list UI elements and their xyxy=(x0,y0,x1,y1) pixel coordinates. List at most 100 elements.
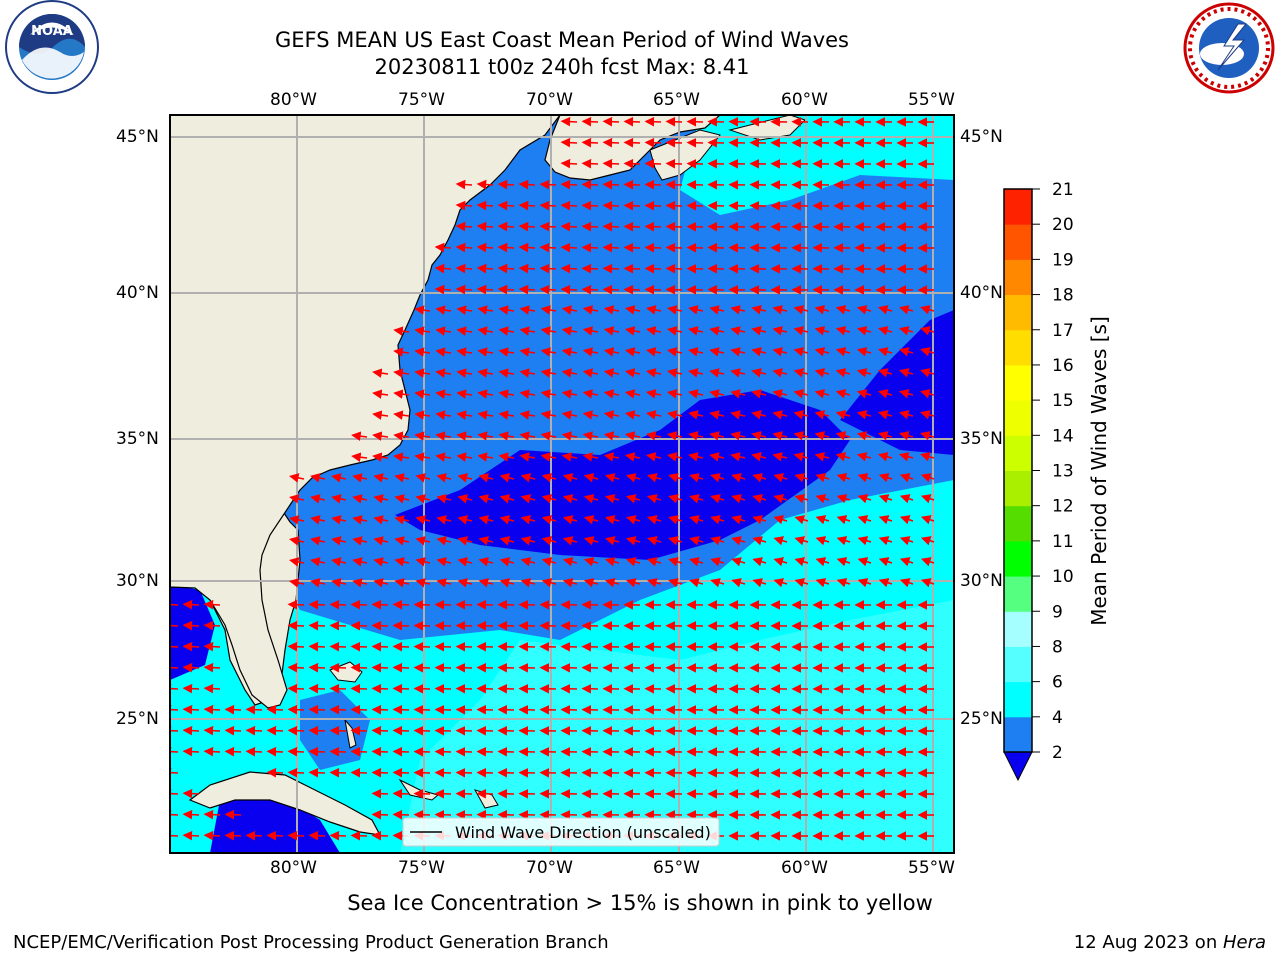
wave-direction-arrow xyxy=(898,305,914,315)
wave-direction-arrow xyxy=(602,284,620,295)
wave-direction-arrow xyxy=(182,599,200,610)
wave-direction-arrow xyxy=(413,809,431,820)
wave-direction-arrow xyxy=(752,536,767,546)
wave-direction-arrow xyxy=(372,368,389,378)
wave-direction-arrow xyxy=(647,473,662,483)
wave-direction-arrow xyxy=(644,242,662,253)
wave-direction-arrow xyxy=(435,326,452,336)
wave-direction-arrow xyxy=(688,326,704,336)
wave-direction-arrow xyxy=(647,557,662,567)
wave-direction-arrow xyxy=(602,116,620,127)
colorbar-segment xyxy=(1004,576,1032,612)
wave-direction-arrow xyxy=(287,662,305,673)
wave-direction-arrow xyxy=(857,557,872,567)
wave-direction-arrow xyxy=(497,599,515,610)
wave-direction-arrow xyxy=(730,389,746,399)
wave-direction-arrow xyxy=(394,473,410,483)
wave-direction-arrow xyxy=(413,704,431,715)
wave-direction-arrow xyxy=(815,557,830,567)
wave-direction-arrow xyxy=(371,746,389,757)
wave-direction-arrow xyxy=(751,452,767,462)
wave-direction-arrow xyxy=(920,347,935,357)
colorbar-segment xyxy=(1004,470,1032,507)
wave-direction-arrow xyxy=(581,263,599,274)
wave-direction-arrow xyxy=(646,305,662,315)
wave-direction-arrow xyxy=(331,515,347,525)
wave-direction-arrow xyxy=(455,725,473,736)
wave-direction-arrow xyxy=(310,578,326,588)
wave-direction-arrow xyxy=(477,347,494,357)
wave-direction-arrow xyxy=(899,473,914,483)
wave-direction-arrow xyxy=(434,641,452,652)
wave-direction-arrow xyxy=(644,116,662,127)
wave-direction-arrow xyxy=(436,494,452,504)
lon-label-bottom-70w: 70°W xyxy=(526,858,573,878)
wave-direction-arrow xyxy=(561,389,578,399)
wave-direction-arrow xyxy=(224,725,242,736)
wave-direction-arrow xyxy=(624,368,641,378)
wave-direction-arrow xyxy=(561,347,578,357)
wave-direction-arrow xyxy=(688,347,704,357)
wave-direction-arrow xyxy=(308,662,326,673)
wave-direction-arrow xyxy=(665,116,683,127)
wave-direction-arrow xyxy=(686,179,704,190)
wave-direction-arrow xyxy=(583,473,599,483)
wave-direction-arrow xyxy=(707,221,725,232)
wave-direction-arrow xyxy=(835,452,851,462)
branch-credit: NCEP/EMC/Verification Post Processing Pr… xyxy=(13,932,609,953)
wave-direction-arrow xyxy=(499,557,515,567)
wave-direction-arrow xyxy=(414,326,431,336)
wave-direction-arrow xyxy=(582,305,599,315)
colorbar-tick-label: 12 xyxy=(1052,497,1074,517)
wave-direction-arrow xyxy=(413,725,431,736)
wave-direction-arrow xyxy=(541,578,557,588)
wave-direction-arrow xyxy=(561,410,578,420)
wave-direction-arrow xyxy=(413,767,431,778)
colorbar: 2 4 6 8 9 10 11 12 13 14 15 16 17 18 19 20 21 Mean Perio… xyxy=(1003,180,1111,782)
wave-direction-arrow xyxy=(751,305,767,315)
wave-direction-arrow xyxy=(772,452,788,462)
wave-direction-arrow xyxy=(603,347,620,357)
wave-direction-arrow xyxy=(518,179,536,190)
wave-direction-arrow xyxy=(477,368,494,378)
wave-direction-arrow xyxy=(835,326,851,336)
wave-direction-arrow xyxy=(455,683,473,694)
wave-direction-arrow xyxy=(560,137,578,148)
wave-direction-arrow xyxy=(751,347,767,357)
wave-direction-arrow xyxy=(476,599,494,610)
sea-ice-note: Sea Ice Concentration > 15% is shown in … xyxy=(0,891,1280,915)
wave-direction-arrow xyxy=(562,557,578,567)
wave-direction-arrow xyxy=(434,662,452,673)
wave-direction-arrow xyxy=(794,494,809,504)
wave-direction-arrow xyxy=(794,515,809,525)
wave-direction-arrow xyxy=(793,389,809,399)
wave-direction-arrow xyxy=(520,557,536,567)
land-east-coast xyxy=(170,115,561,709)
wave-direction-arrow xyxy=(436,515,452,525)
wave-direction-arrow xyxy=(476,263,494,274)
wave-direction-arrow xyxy=(289,578,305,588)
wave-direction-arrow xyxy=(899,494,914,504)
wave-direction-arrow xyxy=(371,809,389,820)
wave-direction-arrow xyxy=(392,620,410,631)
wave-direction-arrow xyxy=(815,578,830,588)
wave-direction-arrow xyxy=(455,221,473,232)
wave-direction-arrow xyxy=(835,431,851,441)
wave-direction-arrow xyxy=(793,368,809,378)
chart-title: GEFS MEAN US East Coast Mean Period of W… xyxy=(275,28,849,52)
wave-direction-arrow xyxy=(814,305,830,315)
wave-direction-arrow xyxy=(623,158,641,169)
lat-label-right-40n: 40°N xyxy=(960,283,1003,303)
wave-direction-arrow xyxy=(857,578,872,588)
wave-direction-arrow xyxy=(582,389,599,399)
wave-direction-arrow xyxy=(814,347,830,357)
wave-direction-arrow xyxy=(392,683,410,694)
wave-direction-arrow xyxy=(772,368,788,378)
wave-direction-arrow xyxy=(455,767,473,778)
wave-direction-arrow xyxy=(392,767,410,778)
wave-direction-arrow xyxy=(602,242,620,253)
wave-direction-arrow xyxy=(603,305,620,315)
wave-direction-arrow xyxy=(266,767,284,778)
wave-direction-arrow xyxy=(308,620,326,631)
wave-direction-arrow xyxy=(689,473,704,483)
